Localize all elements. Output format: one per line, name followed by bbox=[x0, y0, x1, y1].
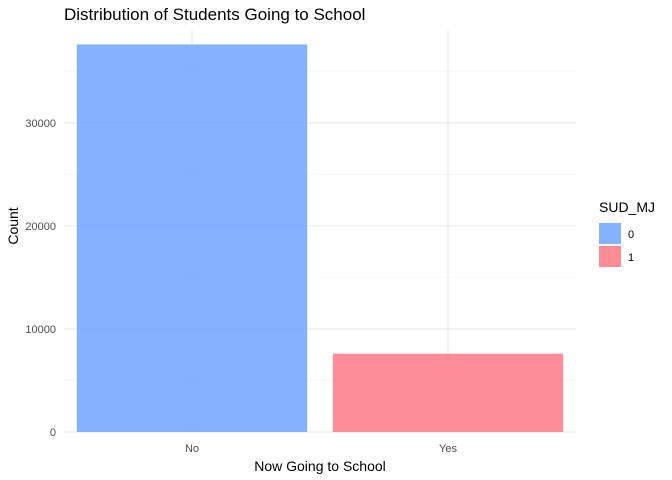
bars bbox=[76, 44, 564, 432]
bar-no bbox=[76, 44, 308, 432]
legend-title: SUD_MJ bbox=[599, 199, 655, 215]
bar-yes bbox=[332, 353, 564, 432]
x-tick-label: Yes bbox=[439, 443, 457, 455]
legend-label: 0 bbox=[628, 229, 634, 241]
y-axis-title: Count bbox=[5, 207, 21, 244]
x-axis-title: Now Going to School bbox=[254, 458, 386, 474]
legend: SUD_MJ 0 1 bbox=[599, 199, 655, 267]
legend-label: 1 bbox=[628, 252, 634, 264]
legend-key bbox=[599, 246, 621, 267]
y-tick-label: 10000 bbox=[25, 324, 56, 336]
y-axis-ticks: 0 10000 20000 30000 bbox=[25, 118, 56, 439]
y-tick-label: 30000 bbox=[25, 118, 56, 130]
x-tick-label: No bbox=[185, 443, 199, 455]
legend-key bbox=[599, 223, 621, 244]
chart-title: Distribution of Students Going to School bbox=[64, 5, 365, 24]
y-tick-label: 20000 bbox=[25, 221, 56, 233]
y-tick-label: 0 bbox=[50, 427, 56, 439]
x-axis-ticks: No Yes bbox=[185, 443, 457, 455]
